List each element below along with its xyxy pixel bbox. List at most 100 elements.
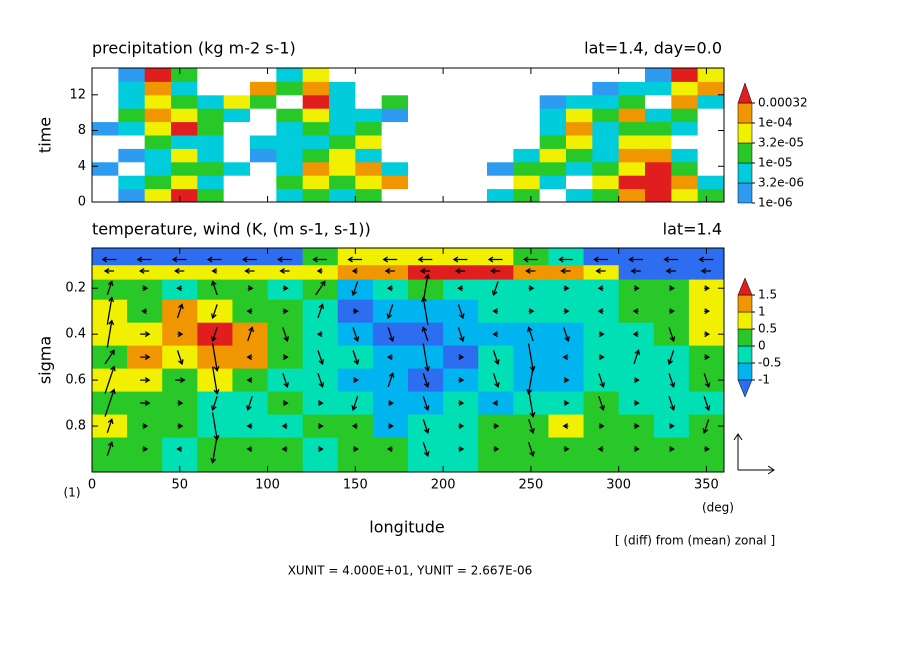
wind-vector	[704, 446, 710, 452]
field-cell	[302, 68, 330, 82]
wind-vector	[598, 373, 606, 389]
field-cell	[653, 265, 690, 281]
colorbar-label: 1	[758, 305, 766, 319]
field-cell	[671, 81, 699, 96]
wind-vector	[595, 268, 606, 274]
field-cell	[302, 188, 330, 203]
panel-title: temperature, wind (K, (m s-1, s-1))	[92, 220, 371, 239]
field-cell	[548, 248, 585, 266]
field-cell	[223, 68, 251, 82]
field-cell	[618, 94, 646, 109]
field-cell	[92, 175, 119, 190]
colorbar-label: 3.2e-06	[758, 176, 804, 190]
wind-vector	[633, 377, 640, 384]
field-cell	[460, 94, 488, 109]
wind-vector	[526, 326, 534, 342]
field-cell	[434, 135, 462, 149]
wind-vector	[106, 441, 114, 456]
wind-vector	[419, 268, 431, 274]
field-cell	[697, 148, 725, 163]
field-cell	[434, 94, 462, 109]
wind-vector	[353, 308, 359, 315]
field-cell	[434, 121, 462, 136]
wind-vector	[668, 327, 676, 343]
field-cell	[697, 121, 725, 136]
wind-vector	[703, 396, 711, 412]
colorbar-label: 1e-06	[758, 196, 793, 210]
field-cell	[583, 265, 620, 281]
wind-vector	[452, 256, 468, 263]
field-cell	[127, 248, 163, 266]
wind-vector	[312, 256, 327, 263]
field-cell	[118, 121, 146, 136]
field-cell	[355, 94, 383, 109]
field-cell	[144, 94, 172, 109]
wind-vector	[633, 285, 640, 292]
wind-vector	[138, 268, 150, 274]
field-cell	[355, 68, 383, 82]
wind-vector	[598, 331, 605, 338]
field-cell	[548, 437, 585, 473]
field-cell	[645, 135, 672, 149]
field-cell	[232, 437, 269, 473]
field-cell	[618, 265, 655, 281]
field-cell	[276, 121, 304, 136]
wind-vector	[563, 327, 570, 343]
field-cell	[408, 175, 435, 190]
field-cell	[566, 135, 593, 149]
field-cell	[618, 148, 646, 163]
field-cell	[144, 135, 172, 149]
field-cell	[566, 68, 593, 82]
field-cell	[381, 68, 409, 82]
wind-vector	[597, 285, 604, 292]
field-cell	[443, 265, 479, 281]
wind-vector	[668, 396, 676, 412]
field-cell	[460, 175, 488, 190]
wind-vector	[211, 366, 220, 395]
wind-vector	[177, 423, 184, 430]
field-cell	[434, 188, 462, 203]
field-cell	[592, 175, 620, 190]
field-cell	[276, 161, 304, 176]
field-cell	[197, 94, 225, 109]
field-cell	[144, 81, 172, 96]
wind-vector	[560, 268, 571, 274]
wind-vector	[211, 268, 218, 274]
wind-vector	[210, 304, 218, 320]
wind-vector	[315, 280, 326, 296]
field	[92, 248, 725, 473]
panel-subtitle: lat=1.4, day=0.0	[584, 39, 722, 58]
wind-vector	[454, 268, 466, 274]
wind-vector	[176, 303, 184, 319]
field-cell	[566, 108, 593, 123]
field-cell	[302, 437, 339, 473]
field-cell	[513, 175, 541, 190]
wind-vector	[563, 400, 570, 407]
wind-vector	[703, 373, 711, 389]
field-cell	[92, 279, 128, 301]
wind-vector	[633, 400, 640, 407]
field-cell	[688, 248, 725, 266]
field-cell	[197, 135, 225, 149]
field-cell	[329, 148, 356, 163]
field-cell	[223, 108, 251, 123]
field-cell	[592, 121, 620, 136]
wind-vector	[457, 304, 465, 320]
field-cell	[144, 148, 172, 163]
wind-vector	[176, 285, 183, 292]
wind-vector	[317, 303, 325, 319]
field-cell	[372, 248, 409, 266]
wind-vector	[317, 423, 324, 430]
wind-vector	[106, 280, 114, 296]
field-cell	[408, 248, 444, 266]
field-cell	[478, 437, 514, 473]
wind-vector	[698, 256, 714, 263]
field-cell	[329, 81, 356, 96]
field-cell	[355, 161, 383, 176]
field-cell	[548, 265, 585, 281]
field-cell	[618, 248, 655, 266]
wind-vector	[241, 256, 257, 263]
field-cell	[513, 121, 541, 136]
field-cell	[592, 81, 620, 96]
field-cell	[276, 108, 304, 123]
